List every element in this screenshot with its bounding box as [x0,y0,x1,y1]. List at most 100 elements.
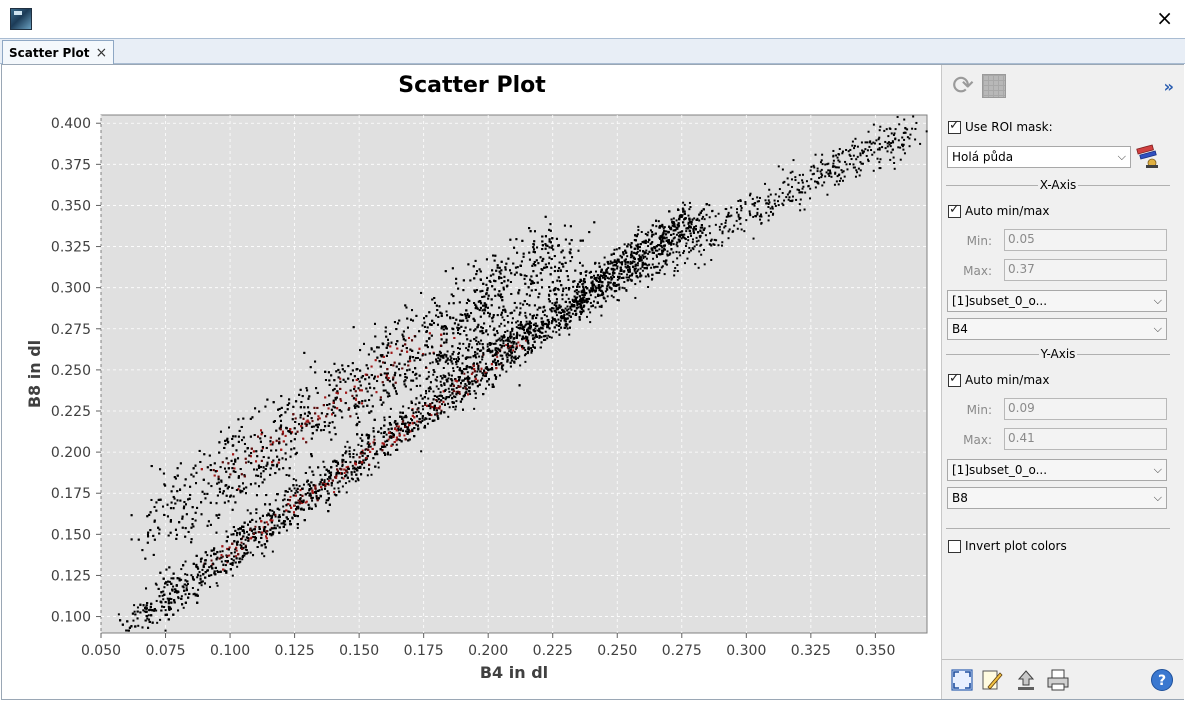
data-point [360,444,363,447]
data-point [612,264,615,267]
data-point [672,221,675,224]
data-point [146,617,149,620]
data-point [478,355,481,358]
data-point [623,259,626,262]
data-point [423,424,426,427]
data-point [468,382,471,385]
data-point [578,318,581,321]
data-point [416,420,419,423]
data-point [355,473,358,476]
data-point [429,405,432,408]
data-point [644,262,647,265]
data-point [598,265,601,268]
data-point [579,300,582,303]
data-point [632,265,635,268]
data-point [474,392,477,395]
window-close-button[interactable]: × [1156,6,1173,30]
data-point [136,610,139,613]
data-point [239,560,242,563]
data-point [610,253,613,256]
data-point [305,500,308,503]
data-point [448,406,451,409]
data-point [579,310,582,313]
data-point [484,374,487,377]
data-point [473,368,476,371]
data-point [391,443,394,446]
data-point [672,217,675,220]
data-point [573,304,576,307]
data-point [273,511,276,514]
data-point [687,222,690,225]
data-point [301,494,304,497]
data-point [533,346,536,349]
data-point [328,503,331,506]
data-point [228,546,231,549]
data-point [294,514,297,517]
data-point [557,324,560,327]
data-point [447,377,450,380]
data-point [471,367,474,370]
data-point [504,331,507,334]
data-point [583,296,586,299]
data-point [278,526,281,529]
data-point [341,472,344,475]
data-point [175,584,178,587]
data-point [267,523,270,526]
data-point [406,432,409,435]
data-point [221,545,224,548]
data-point [294,494,297,497]
data-point [457,376,460,379]
data-point [442,396,445,399]
data-point [389,423,392,426]
data-point [700,209,703,212]
data-point [235,549,238,552]
data-point [311,470,314,473]
data-point [180,578,183,581]
data-point [260,536,263,539]
data-point [399,428,402,431]
data-point [240,545,243,548]
data-point [373,435,376,438]
data-point [335,476,338,479]
data-point [685,227,688,230]
data-point [682,201,685,204]
data-point [208,574,211,577]
data-point [233,551,236,554]
data-point [635,275,638,278]
data-point [640,259,643,262]
data-point [319,481,322,484]
data-point [242,546,245,549]
data-point [264,531,267,534]
data-point [567,308,570,311]
data-point [361,451,364,454]
data-point [165,613,168,616]
data-point [425,392,428,395]
data-point [327,497,330,500]
data-point [705,203,708,206]
data-point [671,222,674,225]
data-point [295,479,298,482]
data-point [662,231,665,234]
data-point [327,492,330,495]
data-point [550,322,553,325]
data-point [147,626,150,629]
tab-scatter-plot[interactable]: Scatter Plot × [2,40,115,64]
data-point [198,571,201,574]
data-point [361,449,364,452]
data-point [668,253,671,256]
tab-close-icon[interactable]: × [95,44,108,61]
data-point [680,237,683,240]
data-point [157,587,160,590]
data-point [199,560,202,563]
data-point [373,438,376,441]
data-point [575,291,578,294]
data-point [271,527,274,530]
data-point [235,555,238,558]
data-point [245,536,248,539]
data-point [383,416,386,419]
data-point [637,225,640,228]
data-point [435,398,438,401]
data-point [570,308,573,311]
data-point [570,303,573,306]
data-point [145,610,148,613]
